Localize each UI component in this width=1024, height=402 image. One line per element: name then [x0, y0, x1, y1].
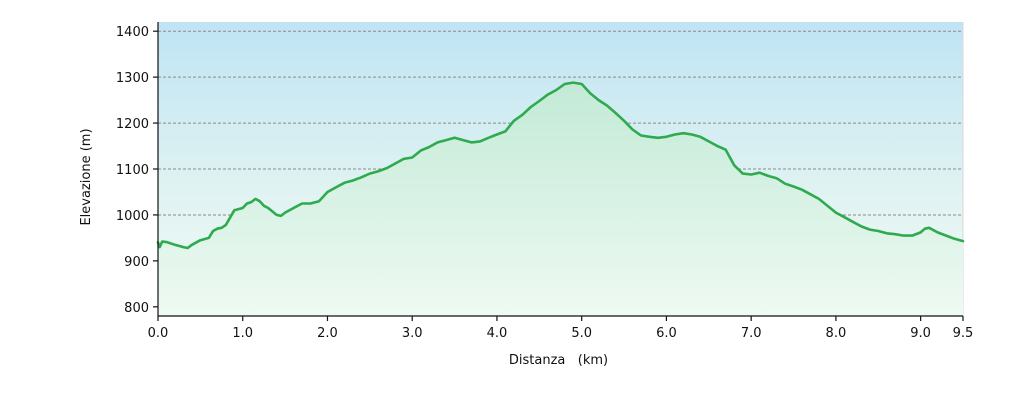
x-tick-label: 0.0	[148, 326, 169, 341]
x-tick-label: 9.0	[910, 326, 931, 341]
y-tick-label: 900	[124, 255, 149, 270]
y-tick-label: 1100	[116, 163, 149, 178]
y-tick-label: 1000	[116, 209, 149, 224]
y-axis-ticks: 800 900 1000 1100 1200 1300 1400	[116, 25, 158, 316]
x-axis-ticks: 0.0 1.0 2.0 3.0 4.0 5.0 6.0 7.0 8.0 9.0 9.5	[148, 316, 974, 341]
x-tick-label: 9.5	[953, 326, 974, 341]
x-tick-label: 7.0	[741, 326, 762, 341]
y-tick-label: 1300	[116, 71, 149, 86]
y-tick-label: 800	[124, 301, 149, 316]
x-tick-label: 2.0	[317, 326, 338, 341]
elevation-line	[156, 81, 965, 250]
x-tick-label: 8.0	[826, 326, 847, 341]
x-tick-label: 5.0	[571, 326, 592, 341]
x-tick-label: 6.0	[656, 326, 677, 341]
x-tick-label: 4.0	[487, 326, 508, 341]
y-tick-label: 1200	[116, 117, 149, 132]
y-axis-title: Elevazione (m)	[79, 128, 94, 225]
x-tick-label: 3.0	[402, 326, 423, 341]
y-tick-label: 1400	[116, 25, 149, 40]
x-tick-label: 1.0	[232, 326, 253, 341]
x-axis-title: Distanza (km)	[509, 353, 608, 368]
elevation-area	[158, 82, 963, 316]
